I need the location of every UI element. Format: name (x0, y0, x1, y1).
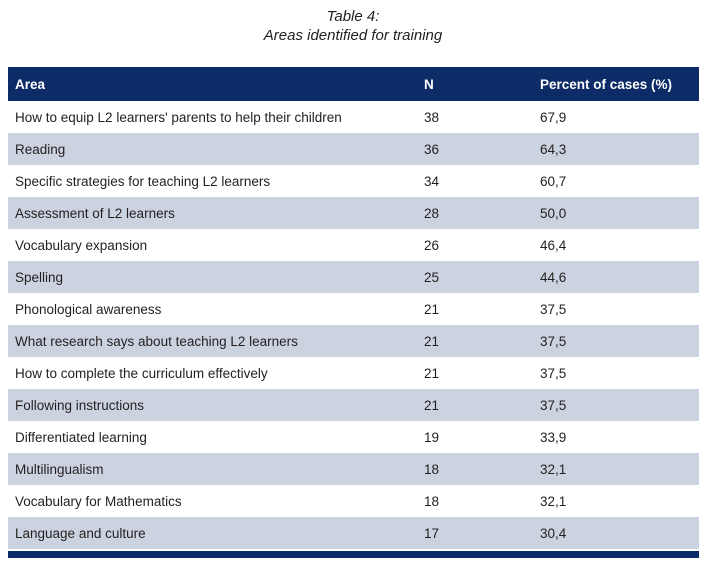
table-row: Phonological awareness 21 37,5 (8, 293, 699, 325)
table-body: How to equip L2 learners' parents to hel… (8, 101, 699, 549)
table-row: Spelling 25 44,6 (8, 261, 699, 293)
header-row: Area N Percent of cases (%) (8, 67, 699, 101)
table-row: Differentiated learning 19 33,9 (8, 421, 699, 453)
cell-n: 21 (417, 293, 533, 325)
cell-percent: 64,3 (533, 133, 699, 165)
cell-n: 28 (417, 197, 533, 229)
cell-n: 18 (417, 485, 533, 517)
cell-n: 19 (417, 421, 533, 453)
cell-n: 25 (417, 261, 533, 293)
cell-n: 26 (417, 229, 533, 261)
table-row: Assessment of L2 learners 28 50,0 (8, 197, 699, 229)
cell-n: 21 (417, 389, 533, 421)
cell-percent: 46,4 (533, 229, 699, 261)
table-row: Multilingualism 18 32,1 (8, 453, 699, 485)
table-caption-line1: Table 4: (326, 8, 380, 25)
cell-percent: 67,9 (533, 101, 699, 133)
table-row: Specific strategies for teaching L2 lear… (8, 165, 699, 197)
cell-percent: 60,7 (533, 165, 699, 197)
cell-percent: 30,4 (533, 517, 699, 549)
table-row: How to equip L2 learners' parents to hel… (8, 101, 699, 133)
cell-area: Assessment of L2 learners (8, 197, 417, 229)
table-row: Following instructions 21 37,5 (8, 389, 699, 421)
cell-area: Vocabulary for Mathematics (8, 485, 417, 517)
column-header-area: Area (8, 67, 417, 101)
cell-n: 17 (417, 517, 533, 549)
column-header-n: N (417, 67, 533, 101)
cell-n: 18 (417, 453, 533, 485)
cell-area: Specific strategies for teaching L2 lear… (8, 165, 417, 197)
cell-percent: 32,1 (533, 485, 699, 517)
table-row: Vocabulary expansion 26 46,4 (8, 229, 699, 261)
cell-area: How to complete the curriculum effective… (8, 357, 417, 389)
cell-n: 38 (417, 101, 533, 133)
cell-percent: 44,6 (533, 261, 699, 293)
cell-area: Following instructions (8, 389, 417, 421)
cell-percent: 37,5 (533, 293, 699, 325)
cell-percent: 37,5 (533, 325, 699, 357)
cell-n: 36 (417, 133, 533, 165)
table-caption-line2: Areas identified for training (263, 27, 443, 44)
cell-area: Language and culture (8, 517, 417, 549)
cell-percent: 32,1 (533, 453, 699, 485)
column-header-percent: Percent of cases (%) (533, 67, 699, 101)
table-caption: Table 4: Areas identified for training (0, 0, 706, 45)
cell-n: 34 (417, 165, 533, 197)
cell-area: Vocabulary expansion (8, 229, 417, 261)
cell-area: What research says about teaching L2 lea… (8, 325, 417, 357)
cell-percent: 33,9 (533, 421, 699, 453)
table-row: How to complete the curriculum effective… (8, 357, 699, 389)
cell-area: How to equip L2 learners' parents to hel… (8, 101, 417, 133)
cell-area: Multilingualism (8, 453, 417, 485)
cell-percent: 37,5 (533, 357, 699, 389)
cell-area: Phonological awareness (8, 293, 417, 325)
table-row: Vocabulary for Mathematics 18 32,1 (8, 485, 699, 517)
table-row: Reading 36 64,3 (8, 133, 699, 165)
cell-percent: 37,5 (533, 389, 699, 421)
table-bottom-border (8, 551, 699, 558)
cell-n: 21 (417, 357, 533, 389)
cell-area: Reading (8, 133, 417, 165)
table-row: What research says about teaching L2 lea… (8, 325, 699, 357)
cell-area: Differentiated learning (8, 421, 417, 453)
cell-n: 21 (417, 325, 533, 357)
cell-percent: 50,0 (533, 197, 699, 229)
training-areas-table: Area N Percent of cases (%) How to equip… (8, 67, 699, 549)
table-row: Language and culture 17 30,4 (8, 517, 699, 549)
cell-area: Spelling (8, 261, 417, 293)
